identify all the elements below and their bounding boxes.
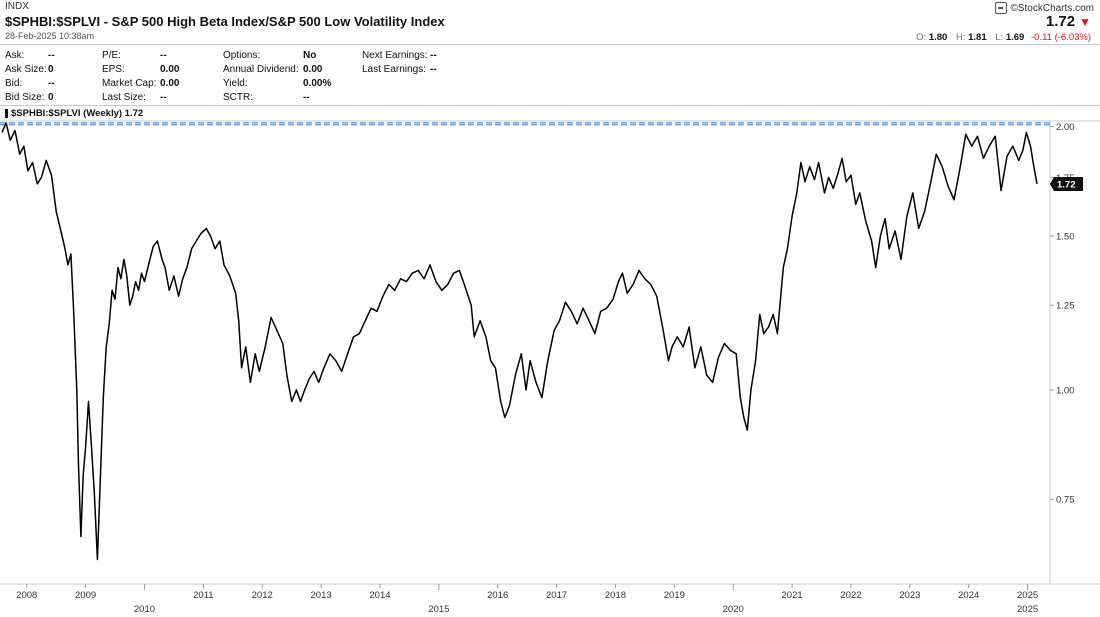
change-value: -0.11 (-6.03%) xyxy=(1030,32,1091,43)
x-tick-label: 2012 xyxy=(252,590,273,601)
x-major-label: 2015 xyxy=(428,604,449,615)
open-value: 1.80 xyxy=(928,32,948,43)
x-tick-label: 2014 xyxy=(369,590,390,601)
price-series-line xyxy=(1,122,1038,561)
quote-label: Yield: xyxy=(223,78,248,89)
quote-label: Last Size: xyxy=(102,92,146,103)
header-divider xyxy=(0,44,1100,45)
quote-value: -- xyxy=(430,50,437,61)
quote-label: P/E: xyxy=(102,50,121,61)
quote-value: 0.00 xyxy=(160,78,180,89)
y-tick-label: 0.75 xyxy=(1056,495,1075,506)
quote-value: 0 xyxy=(48,92,54,103)
last-price-value: 1.72 xyxy=(1045,13,1076,30)
x-tick-label: 2021 xyxy=(782,590,803,601)
x-tick-label: 2024 xyxy=(958,590,979,601)
last-value-marker: 1.72 xyxy=(1050,176,1083,191)
y-tick-label: 1.25 xyxy=(1056,301,1075,312)
high-label: H: xyxy=(955,32,966,43)
reference-lines xyxy=(0,122,1050,126)
quote-value: -- xyxy=(430,64,437,75)
quote-label: Bid Size: xyxy=(5,92,45,103)
quote-label: Last Earnings: xyxy=(362,64,426,75)
series-swatch xyxy=(5,109,8,118)
last-price: 1.72 ▼ xyxy=(1046,13,1091,30)
y-tick-label: 1.00 xyxy=(1056,385,1075,396)
down-arrow-icon: ▼ xyxy=(1079,14,1091,29)
x-major-label: 2010 xyxy=(134,604,155,615)
chart-logo-icon xyxy=(995,2,1008,14)
x-major-label: 2025 xyxy=(1017,604,1038,615)
ohlc-summary: O: 1.80 H: 1.81 L: 1.69 -0.11 (-6.03%) xyxy=(910,32,1091,43)
quote-value: 0.00 xyxy=(160,64,180,75)
quote-value: -- xyxy=(160,50,167,61)
quote-value: -- xyxy=(48,78,55,89)
quote-label: Ask: xyxy=(5,50,25,61)
quote-label: Ask Size: xyxy=(5,64,47,75)
quote-label: Market Cap: xyxy=(102,78,157,89)
panel-label-text: $SPHBI:$SPLVI (Weekly) 1.72 xyxy=(11,108,144,119)
quote-value: -- xyxy=(303,92,310,103)
quote-value: No xyxy=(303,50,317,61)
x-tick-label: 2011 xyxy=(193,590,213,601)
high-value: 1.81 xyxy=(968,32,987,43)
quote-label: EPS: xyxy=(102,64,125,75)
x-tick-label: 2022 xyxy=(840,590,861,601)
y-tick-label: 2.00 xyxy=(1056,122,1075,133)
x-tick-label: 2018 xyxy=(605,590,626,601)
quote-value: -- xyxy=(48,50,55,61)
x-tick-label: 2025 xyxy=(1017,590,1038,601)
x-tick-label: 2009 xyxy=(75,590,96,601)
y-tick-label: 1.50 xyxy=(1056,231,1075,242)
quote-label: Options: xyxy=(223,50,261,61)
open-label: O: xyxy=(916,32,927,43)
quote-label: Next Earnings: xyxy=(362,50,428,61)
x-tick-label: 2013 xyxy=(311,590,332,601)
chart-title: $SPHBI:$SPLVI - S&P 500 High Beta Index/… xyxy=(5,14,445,29)
quote-divider xyxy=(0,105,1100,106)
quote-value: 0 xyxy=(48,64,54,75)
x-tick-label: 2023 xyxy=(899,590,920,601)
x-tick-label: 2019 xyxy=(664,590,685,601)
low-value: 1.69 xyxy=(1005,32,1025,43)
quote-label: Annual Dividend: xyxy=(223,64,299,75)
quote-value: 0.00 xyxy=(303,64,323,75)
quote-label: Bid: xyxy=(5,78,23,89)
quote-value: -- xyxy=(160,92,167,103)
exchange-label: INDX xyxy=(5,1,29,12)
quote-label: SCTR: xyxy=(223,92,253,103)
last-value-tag xyxy=(1050,176,1083,191)
x-tick-label: 2008 xyxy=(16,590,37,601)
chart-datetime: 28-Feb-2025 10:38am xyxy=(5,31,95,41)
x-tick-label: 2017 xyxy=(546,590,567,601)
x-major-label: 2020 xyxy=(723,604,744,615)
quote-value: 0.00% xyxy=(303,78,332,89)
panel-label: $SPHBI:$SPLVI (Weekly) 1.72 xyxy=(5,108,143,119)
x-axis-ticks: 2008 2009 2011 2012 2013 2014 2016 2017 2018 2019… xyxy=(16,584,1038,615)
low-label: L: xyxy=(995,32,1004,43)
stockcharts-logo[interactable]: ©StockCharts.com xyxy=(995,2,1094,14)
x-tick-label: 2016 xyxy=(487,590,508,601)
last-value-text: 1.72 xyxy=(1057,179,1076,190)
logo-text: ©StockCharts.com xyxy=(1010,2,1094,14)
